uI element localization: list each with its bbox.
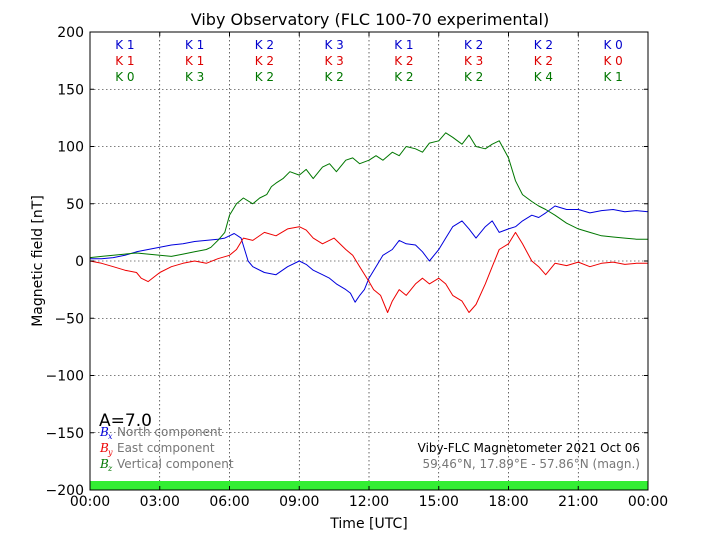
k-index-east: K 1 [115,54,134,68]
y-tick-label: −100 [46,369,84,385]
k-index-east: K 2 [255,54,274,68]
series-line-y [89,226,648,313]
x-axis-label: Time [UTC] [329,516,407,532]
legend-subscript: x [108,432,113,441]
k-index-north: K 2 [534,38,553,52]
magnetometer-info: Viby-FLC Magnetometer 2021 Oct 06 [418,441,640,455]
legend-symbol: B [99,425,109,439]
k-index-north: K 1 [115,38,134,52]
k-index-labels: K 1 K 1 K 2 K 3 K 1 K 2 K 2 K 0 K 1 K 1 K 2 K 3 K 2 K… [115,38,623,84]
a-index-label: A=7.0 [99,411,152,431]
k-index-north: K 2 [255,38,274,52]
x-tick-label: 18:00 [488,494,528,510]
k-index-east: K 1 [185,54,204,68]
k-index-east: K 2 [394,54,413,68]
axis-ticks: 00:00 03:00 06:00 09:00 12:00 15:00 18:00 21:00… [46,25,669,510]
series-line-x [90,205,649,303]
x-tick-label: 21:00 [558,494,598,510]
series-line-z [89,132,648,259]
location-info: 59.46°N, 17.89°E - 57.86°N (magn.) [423,457,640,471]
status-band [90,481,648,490]
k-index-vertical: K 1 [603,70,622,84]
legend-symbol: B [99,457,109,471]
k-index-vertical: K 2 [324,70,343,84]
y-tick-label: 50 [66,197,84,213]
y-axis-label: Magnetic field [nT] [30,195,46,327]
k-index-vertical: K 3 [185,70,204,84]
legend-symbol: B [99,441,109,455]
k-index-east: K 2 [534,54,553,68]
k-index-east: K 3 [324,54,343,68]
k-index-vertical: K 4 [534,70,553,84]
k-index-east: K 3 [464,54,483,68]
k-index-north: K 2 [464,38,483,52]
k-index-vertical: K 0 [115,70,134,84]
activity-band [90,481,648,490]
y-tick-label: 100 [57,140,84,156]
y-tick-label: 0 [75,254,84,270]
y-tick-label: −150 [46,426,84,442]
y-tick-label: −50 [54,311,84,327]
grid-lines [90,32,648,490]
k-index-vertical: K 2 [464,70,483,84]
x-tick-label: 12:00 [349,494,389,510]
y-tick-label: 200 [57,25,84,41]
k-index-north: K 1 [185,38,204,52]
k-index-north: K 3 [324,38,343,52]
series-layer [89,132,649,313]
x-tick-label: 00:00 [70,494,110,510]
k-index-vertical: K 2 [255,70,274,84]
legend-entry: North component [117,425,223,439]
chart-title: Viby Observatory (FLC 100-70 experimenta… [191,10,550,29]
x-tick-label: 06:00 [209,494,249,510]
k-index-north: K 1 [394,38,413,52]
x-tick-label: 00:00 [628,494,668,510]
legend-subscript: y [107,448,113,457]
legend-entry: Vertical component [117,457,234,471]
k-index-vertical: K 2 [394,70,413,84]
legend-subscript: z [107,464,113,473]
y-tick-label: −200 [46,483,84,499]
x-tick-label: 09:00 [279,494,319,510]
k-index-north: K 0 [603,38,622,52]
k-index-east: K 0 [603,54,622,68]
x-tick-label: 15:00 [419,494,459,510]
x-tick-label: 03:00 [140,494,180,510]
y-tick-label: 150 [57,82,84,98]
legend-entry: East component [117,441,215,455]
